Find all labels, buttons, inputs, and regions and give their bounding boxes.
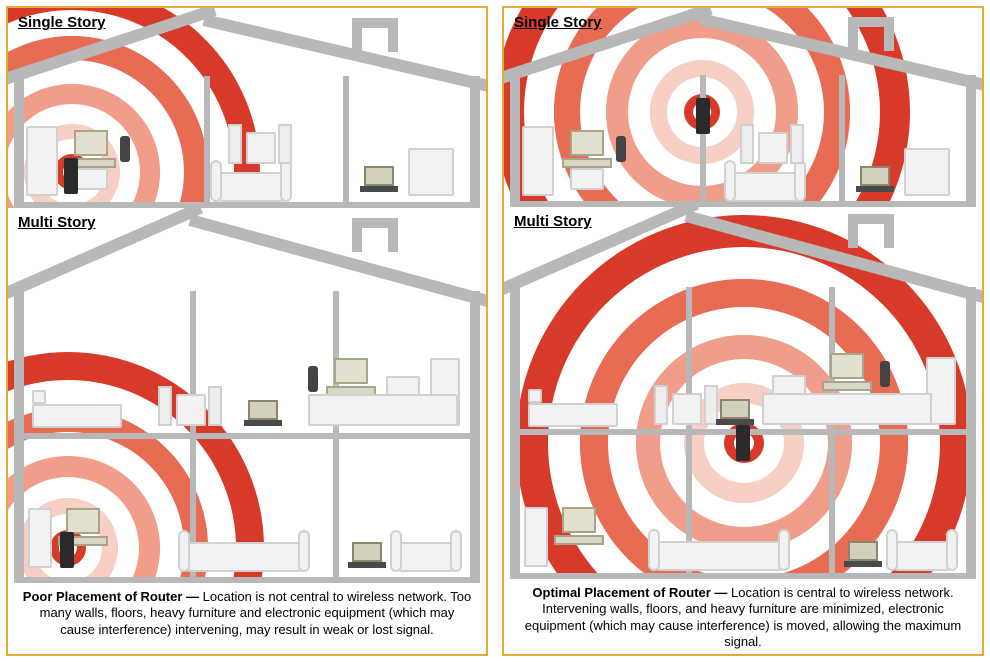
monitor-icon (74, 130, 108, 156)
laptop-base-icon (844, 561, 882, 567)
cabinet-icon (28, 508, 52, 568)
sofa-icon (396, 542, 456, 572)
scene-label: Single Story (18, 14, 106, 31)
speaker-icon (740, 124, 754, 164)
sofa-arm-icon (390, 530, 402, 572)
caption-lead: Optimal Placement of Router — (532, 585, 727, 600)
scene-label: Multi Story (514, 213, 592, 230)
bed-head-icon (528, 389, 542, 403)
bed-icon (528, 403, 618, 427)
router-icon (60, 532, 74, 568)
sofa-icon (730, 172, 800, 202)
cabinet-icon (524, 507, 548, 567)
speaker-icon (228, 124, 242, 164)
sofa-arm-icon (298, 530, 310, 572)
phone-icon (616, 136, 626, 162)
speaker-icon (790, 124, 804, 164)
computer-base-icon (554, 535, 604, 545)
sofa-arm-icon (778, 529, 790, 571)
laptop-screen-icon (848, 541, 878, 561)
computer-base-icon (562, 158, 612, 168)
phone-icon (120, 136, 130, 162)
laptop-screen-icon (248, 400, 278, 420)
phone-icon (308, 366, 318, 392)
laptop-base-icon (360, 186, 398, 192)
laptop-screen-icon (364, 166, 394, 186)
sofa-arm-icon (280, 160, 292, 202)
caption-lead: Poor Placement of Router — (23, 589, 199, 604)
speaker-icon (158, 386, 172, 426)
speaker-icon (654, 385, 668, 425)
sofa-icon (654, 541, 784, 571)
cabinet-icon (408, 148, 454, 196)
stereo-icon (672, 393, 702, 425)
stereo-icon (758, 132, 788, 164)
laptop-base-icon (856, 186, 894, 192)
bed-head-icon (32, 390, 46, 404)
sofa-arm-icon (724, 160, 736, 202)
monitor-icon (830, 353, 864, 379)
sofa-arm-icon (210, 160, 222, 202)
sofa-icon (184, 542, 304, 572)
router-icon (696, 98, 710, 134)
scene-label: Multi Story (18, 214, 96, 231)
computer-base-icon (822, 381, 872, 391)
phone-icon (880, 361, 890, 387)
laptop-screen-icon (720, 399, 750, 419)
sofa-icon (892, 541, 952, 571)
scene-poor-multi: Multi Story (8, 208, 486, 583)
monitor-icon (334, 358, 368, 384)
router-icon (64, 158, 78, 194)
stereo-icon (176, 394, 206, 426)
stereo-icon (246, 132, 276, 164)
column-poor-placement: Single Story Multi Story Poor Placement … (6, 6, 488, 656)
sofa-arm-icon (648, 529, 660, 571)
printer-icon (74, 168, 108, 190)
column-optimal-placement: Single Story Multi Story Optimal Placeme… (502, 6, 984, 656)
caption-poor: Poor Placement of Router — Location is n… (8, 583, 486, 642)
sofa-arm-icon (946, 529, 958, 571)
laptop-screen-icon (352, 542, 382, 562)
scene-optimal-multi: Multi Story (504, 207, 982, 579)
cabinet-icon (904, 148, 950, 196)
sofa-arm-icon (794, 160, 806, 202)
printer-icon (570, 168, 604, 190)
laptop-base-icon (348, 562, 386, 568)
speaker-icon (278, 124, 292, 164)
caption-optimal: Optimal Placement of Router — Location i… (504, 579, 982, 654)
sofa-icon (216, 172, 286, 202)
sofa-arm-icon (178, 530, 190, 572)
laptop-base-icon (716, 419, 754, 425)
page: Single Story Multi Story Poor Placement … (0, 0, 990, 662)
desk-icon (762, 393, 932, 425)
sofa-arm-icon (450, 530, 462, 572)
monitor-icon (570, 130, 604, 156)
cabinet-icon (522, 126, 554, 196)
monitor-icon (66, 508, 100, 534)
scene-optimal-single: Single Story (504, 8, 982, 207)
router-icon (736, 425, 750, 461)
cabinet-icon (26, 126, 58, 196)
scene-label: Single Story (514, 14, 602, 31)
bed-icon (32, 404, 122, 428)
laptop-base-icon (244, 420, 282, 426)
scene-poor-single: Single Story (8, 8, 486, 208)
laptop-screen-icon (860, 166, 890, 186)
sofa-arm-icon (886, 529, 898, 571)
desk-icon (308, 394, 458, 426)
speaker-icon (208, 386, 222, 426)
monitor-icon (562, 507, 596, 533)
